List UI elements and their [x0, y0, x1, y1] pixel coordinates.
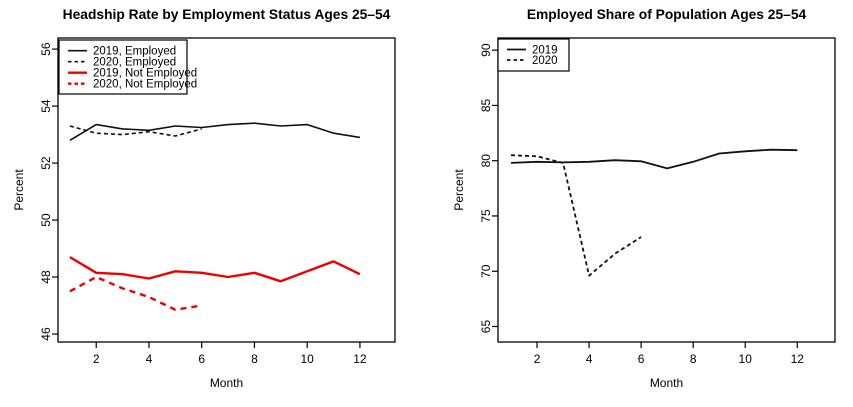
x-tick-label: 4 — [586, 352, 593, 366]
x-tick-label: 10 — [301, 352, 315, 366]
y-tick-label: 70 — [479, 264, 493, 278]
y-tick-label: 80 — [479, 154, 493, 168]
series-line-dashed-black — [69, 125, 202, 137]
x-tick-label: 6 — [198, 352, 205, 366]
series-line-dashed-red — [69, 275, 202, 311]
x-tick-label: 10 — [739, 352, 753, 366]
y-tick-label: 90 — [479, 43, 493, 57]
plot-box — [57, 37, 396, 343]
legend-label: 2019 — [532, 45, 558, 57]
y-tick-label: 52 — [39, 156, 53, 170]
legend-label: 2020 — [532, 55, 558, 67]
y-tick-label: 75 — [479, 209, 493, 223]
x-tick-label: 2 — [534, 352, 541, 366]
y-tick-label: 54 — [39, 99, 53, 113]
right-chart-title: Employed Share of Population Ages 25–54 — [527, 7, 807, 22]
legend-label: 2019, Not Employed — [93, 68, 197, 80]
y-tick-label: 65 — [479, 320, 493, 334]
legend-box — [497, 38, 570, 72]
series-line-solid-black — [69, 122, 361, 141]
x-tick-label: 2 — [93, 352, 100, 366]
plot-box — [497, 37, 836, 343]
legend-box — [58, 39, 188, 95]
x-tick-label: 6 — [638, 352, 645, 366]
y-tick-label: 56 — [39, 42, 53, 56]
series-line-dashed-black — [510, 154, 642, 277]
series-line-solid-red — [69, 256, 361, 283]
y-tick-label: 50 — [39, 213, 53, 227]
series-line-solid-black — [510, 148, 798, 170]
legend-label: 2020, Employed — [93, 57, 176, 69]
x-tick-label: 4 — [146, 352, 153, 366]
y-tick-label: 46 — [39, 327, 53, 341]
x-tick-label: 8 — [251, 352, 258, 366]
right-y-axis-label: Percent — [452, 169, 466, 211]
legend-label: 2020, Not Employed — [93, 79, 197, 91]
x-tick-label: 8 — [690, 352, 697, 366]
legend-label: 2019, Employed — [93, 46, 176, 58]
right-chart: Employed Share of Population Ages 25–54 … — [452, 7, 836, 390]
y-tick-label: 48 — [39, 270, 53, 284]
x-tick-label: 12 — [791, 352, 805, 366]
left-chart-title: Headship Rate by Employment Status Ages … — [63, 7, 391, 22]
left-chart: Headship Rate by Employment Status Ages … — [12, 7, 396, 390]
left-x-axis-label: Month — [210, 376, 243, 390]
right-x-axis-label: Month — [650, 376, 683, 390]
y-tick-label: 85 — [479, 98, 493, 112]
left-y-axis-label: Percent — [12, 169, 26, 211]
x-tick-label: 12 — [353, 352, 367, 366]
